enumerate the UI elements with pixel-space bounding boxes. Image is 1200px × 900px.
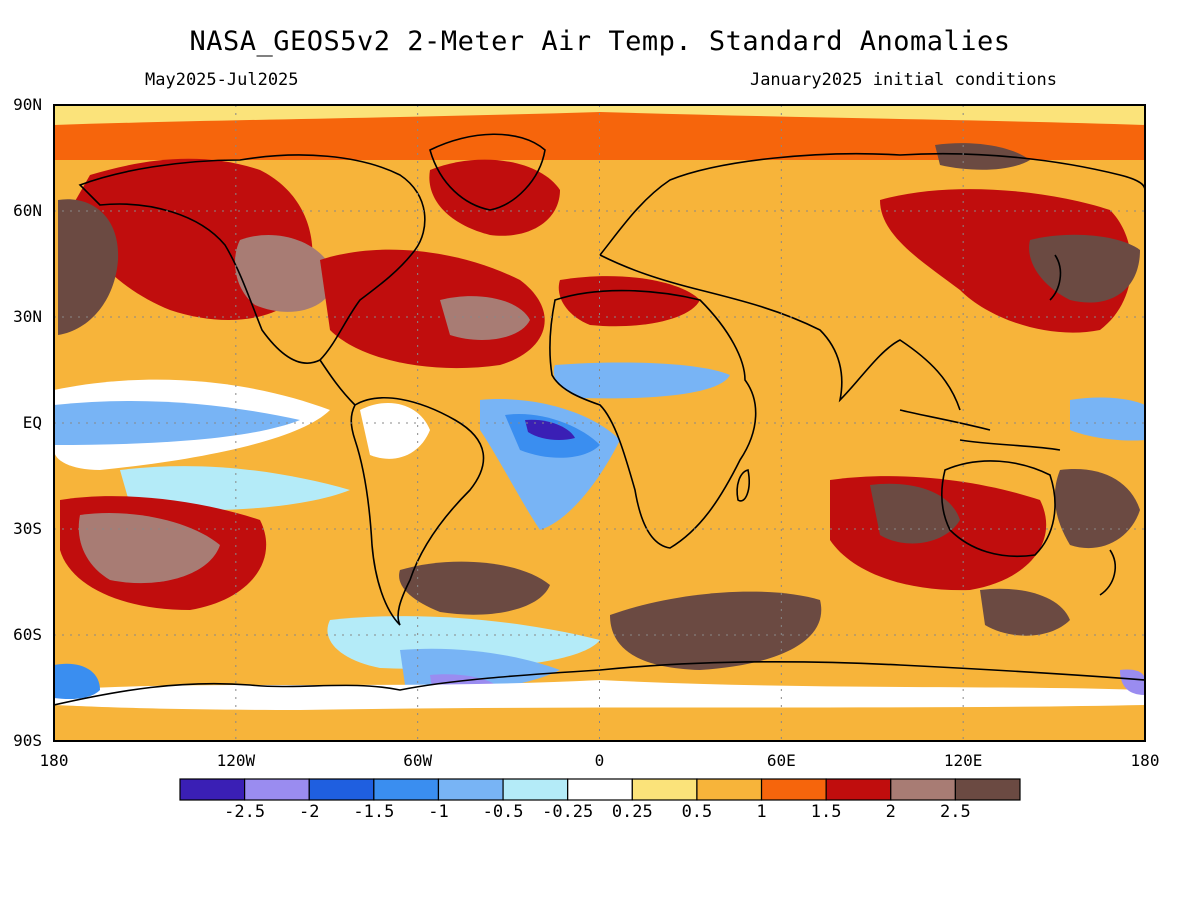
longitude-label: 0	[594, 751, 605, 770]
colorbar-swatch	[179, 778, 246, 801]
colorbar-label: -1.5	[353, 802, 395, 822]
colorbar-label: -0.5	[482, 802, 524, 822]
longitude-label: 60E	[766, 751, 796, 770]
colorbar-swatch	[825, 778, 892, 801]
coastline-greenland	[429, 133, 546, 211]
anomaly-region	[610, 591, 822, 670]
anomaly-region	[525, 419, 575, 440]
anomaly-region	[58, 199, 119, 335]
latitude-label: 60N	[13, 201, 42, 220]
colorbar-swatch	[308, 778, 375, 801]
longitude-label: 180	[39, 751, 69, 770]
colorbar-label: 2	[885, 802, 896, 822]
latitude-label: 30S	[13, 519, 42, 538]
colorbar-swatch	[760, 778, 827, 801]
longitude-label: 120E	[943, 751, 983, 770]
coastline-australia	[940, 460, 1056, 558]
anomaly-region	[54, 400, 300, 445]
coastlines	[54, 133, 1145, 706]
colorbar-label: -2	[298, 802, 320, 822]
map-frame	[53, 104, 1146, 742]
longitude-label: 120W	[216, 751, 256, 770]
coastline-europe-asia	[599, 152, 1145, 411]
anomaly-region	[235, 234, 335, 312]
latitude-label: 60S	[13, 625, 42, 644]
colorbar-label: -2.5	[224, 802, 266, 822]
colorbar	[179, 778, 1021, 801]
anomaly-region	[980, 588, 1070, 636]
forecast-period: May2025-Jul2025	[145, 70, 299, 90]
anomaly-region	[360, 402, 430, 459]
colorbar-swatch	[890, 778, 956, 801]
coastline-indonesia	[899, 409, 1061, 451]
anomaly-region	[1070, 397, 1145, 441]
anomaly-region	[54, 680, 1145, 710]
colorbar-swatch	[567, 778, 633, 801]
anomaly-region	[429, 159, 560, 236]
anomaly-region	[399, 561, 550, 615]
latitude-label: EQ	[22, 413, 42, 432]
anomaly-region	[327, 616, 600, 670]
initial-conditions: January2025 initial conditions	[749, 70, 1057, 90]
colorbar-label: -1	[428, 802, 449, 822]
colorbar-swatch	[244, 778, 310, 801]
coastline-madagascar	[736, 469, 750, 502]
anomaly-region	[870, 483, 960, 544]
coastline-south-america	[350, 397, 485, 626]
colorbar-swatch	[437, 778, 504, 801]
anomaly-region	[1029, 234, 1140, 303]
latitude-label: 30N	[13, 307, 42, 326]
coastline-africa	[549, 289, 757, 549]
colorbar-label: 1.5	[810, 802, 842, 822]
coastline-new-zealand	[1099, 549, 1116, 596]
anomaly-region	[935, 143, 1030, 170]
anomaly-region	[78, 513, 220, 584]
colorbar-swatch	[502, 778, 569, 801]
anomaly-region	[1054, 469, 1140, 549]
colorbar-swatch	[696, 778, 763, 801]
colorbar-swatch	[631, 778, 698, 801]
latitude-label: 90N	[13, 95, 42, 114]
colorbar-label: 0.25	[611, 802, 653, 822]
coastline-north-america	[78, 154, 426, 364]
map-title: NASA_GEOS5v2 2-Meter Air Temp. Standard …	[189, 26, 1011, 57]
coastline-central-america	[319, 359, 356, 406]
longitude-label: 180	[1130, 751, 1160, 770]
anomaly-region	[553, 362, 730, 399]
colorbar-swatch	[373, 778, 440, 801]
anomaly-region	[440, 296, 530, 340]
colorbar-swatch	[954, 778, 1021, 801]
gridlines	[54, 105, 1145, 741]
longitude-label: 60W	[403, 751, 433, 770]
anomaly-region	[1120, 669, 1145, 695]
anomaly-region	[54, 105, 1145, 125]
latitude-label: 90S	[13, 731, 42, 750]
anomaly-region	[120, 466, 350, 510]
colorbar-label: 2.5	[940, 802, 971, 822]
anomaly-region	[558, 276, 700, 327]
colorbar-label: 0.5	[681, 802, 713, 822]
colorbar-label: -0.25	[542, 802, 594, 822]
coastline-japan	[1049, 254, 1062, 301]
colorbar-label: 1	[756, 802, 767, 822]
anomaly-region	[54, 663, 100, 700]
coastline-antarctica	[54, 660, 1145, 706]
